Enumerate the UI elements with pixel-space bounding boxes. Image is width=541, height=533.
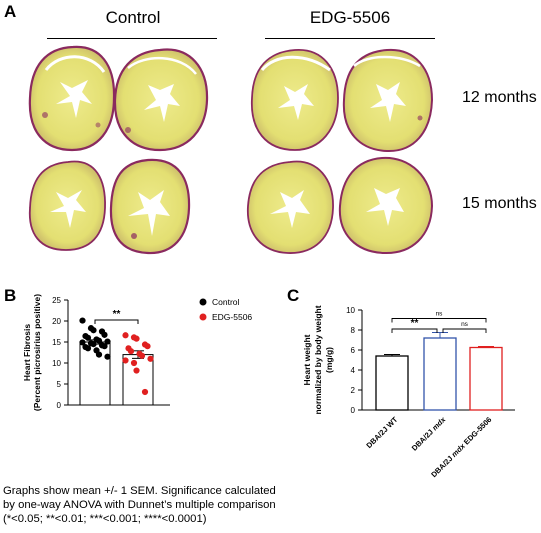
chart-b-y-label-line: (Percent picrosirius positive) [32,294,42,411]
chart-b-y-tick-label: 20 [52,317,61,326]
chart-b-point [84,345,92,352]
chart-b-point [84,334,92,341]
chart-b-y-tick-label: 0 [57,401,62,410]
caption-line-2: by one-way ANOVA with Dunnet’s multiple … [3,499,276,511]
chart-c-significance: ** ns ns [391,311,487,333]
chart-c-y-tick-label: 4 [351,366,356,375]
section-edg-15m-2 [338,156,434,255]
control-group-label: Control [105,8,161,27]
chart-b-y-label-group: Heart Fibrosis (Percent picrosirius posit… [22,294,42,411]
chart-b-bars [79,339,154,406]
chart-c-sig-label: ns [436,311,444,318]
row-label-12-months: 12 months [462,89,537,106]
chart-b-point [133,335,140,342]
section-edg-12m-2 [342,48,434,153]
chart-b-legend-marker [199,313,207,321]
chart-b-point [90,327,97,334]
chart-c-sig-label: ** [411,318,419,329]
chart-b-point [130,359,138,367]
chart-b-point [138,352,146,359]
section-control-12m-1 [28,45,116,152]
section-edg-15m-1 [247,160,334,254]
chart-b-y-label-line: Heart Fibrosis [22,324,32,381]
chart-b-point [147,355,154,362]
chart-b-point [104,338,111,345]
chart-b-point [79,317,86,324]
chart-c-bar [375,355,409,411]
chart-c-y-tick-label: 2 [351,386,356,395]
chart-c-y-tick-label: 6 [351,346,356,355]
edg-group-label: EDG-5506 [309,8,391,27]
figure-caption: Graphs show mean +/- 1 SEM. Significance… [3,484,539,526]
chart-c-y-label-line: (mg/g) [324,347,334,373]
chart-b-point [90,341,97,348]
chart-b: 0 5 10 15 20 25 Heart Fibrosis (Percent picros… [22,294,252,411]
heart-sections-image [28,45,434,255]
chart-b-legend-marker [199,298,207,306]
caption-line-3: (*<0.05; **<0.01; ***<0.001; ****<0.0001… [3,513,207,525]
chart-c-sig-label: ns [461,321,469,328]
chart-c-bar [469,346,503,411]
panel-a-letter: A [4,2,17,21]
chart-c-x-label-part: DBA/2J WT [364,415,399,450]
chart-b-point [95,337,103,344]
chart-b-y-axis: 0 5 10 15 20 25 [52,296,170,410]
chart-c-y-label-group: Heart weight normalized by body weight (mg… [302,305,334,414]
chart-c-bar [423,337,457,411]
chart-c-sig-bracket [391,318,487,323]
section-control-12m-2 [113,48,209,152]
chart-b-legend: Control EDG-5506 [199,297,252,322]
chart-b-sig-label: ** [113,309,121,320]
chart-c-y-tick-label: 8 [351,326,356,335]
chart-b-point [104,353,111,360]
chart-b-significance: ** [94,309,139,324]
chart-b-point [122,357,129,364]
edg-group-line [265,38,435,39]
chart-b-legend-label: EDG-5506 [212,312,252,322]
chart-b-point [95,351,103,358]
chart-c-y-label-line: Heart weight [302,334,312,385]
chart-b-y-tick-label: 15 [52,338,61,347]
chart-b-y-tick-label: 5 [57,380,62,389]
chart-b-sig-bracket [94,319,139,324]
chart-b-point [144,343,151,350]
chart-b-point [101,331,108,338]
chart-c-x-label-part: DBA/2J [410,426,437,453]
chart-b-y-tick-label: 25 [52,296,61,305]
chart-c-x-label-suffix: EDG-5506 [461,415,494,448]
chart-b-point [133,367,140,374]
chart-c-bars [375,332,503,411]
caption-line-1: Graphs show mean +/- 1 SEM. Significance… [3,485,276,497]
chart-c-x-label-italic: mdx [430,414,448,432]
panel-b-letter: B [4,286,17,305]
chart-c-y-tick-label: 10 [346,306,355,315]
chart-c-x-label: DBA/2J mdx [410,414,448,452]
chart-b-legend-label: Control [212,297,240,307]
chart-c-y-tick-label: 0 [351,406,356,415]
section-control-15m-2 [109,158,191,255]
chart-c-y-label-line: normalized by body weight [313,305,323,414]
chart-b-y-tick-label: 10 [52,359,61,368]
chart-b-point [101,343,108,350]
chart-b-point [122,332,129,339]
chart-c-sig-bracket [442,328,487,333]
chart-c: 0 2 4 6 8 10 Heart weight normalized by body w… [302,305,515,479]
section-control-15m-1 [28,160,106,251]
chart-b-point [127,348,135,355]
chart-b-points [79,317,154,396]
panel-c-letter: C [287,286,300,305]
control-group-line [47,38,217,39]
chart-b-point [141,388,149,396]
row-label-15-months: 15 months [462,195,537,212]
chart-c-x-label: DBA/2J WT [364,415,399,450]
section-edg-12m-1 [251,49,339,151]
chart-b-point [79,339,86,346]
chart-c-sig-bracket [391,328,438,333]
chart-c-x-label-part: DBA/2J [429,452,456,479]
